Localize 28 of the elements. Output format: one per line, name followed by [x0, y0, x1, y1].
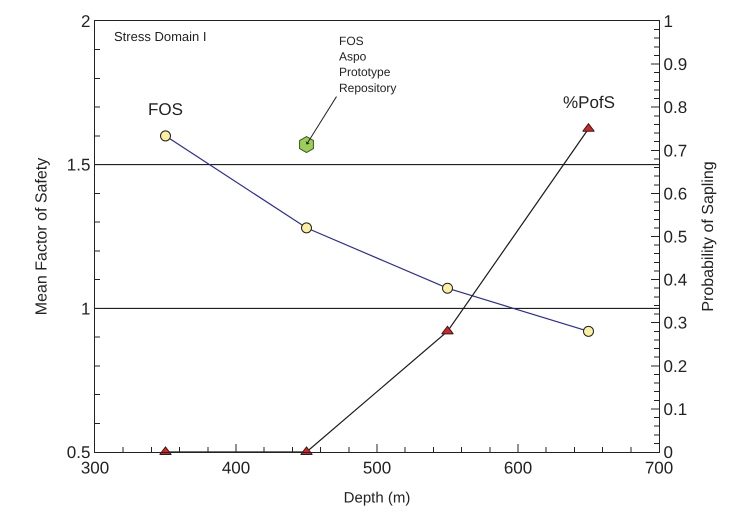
y2-axis-title: Probability of Sapling: [700, 161, 717, 312]
y2-tick-label: 0.5: [664, 227, 688, 246]
y2-tick-label: 0.1: [664, 400, 688, 419]
x-tick-label: 600: [504, 458, 532, 478]
series-label: %PofS: [563, 93, 615, 112]
point: [160, 130, 171, 142]
x-axis-title: Depth (m): [344, 490, 410, 507]
annotation: FOS Aspo Prototype Repository: [339, 34, 396, 95]
series-label: FOS: [148, 100, 183, 119]
x-tick-label: 500: [362, 458, 392, 478]
y2-tick-label: 0.4: [664, 270, 688, 290]
point: [301, 222, 312, 234]
y2-tick-label: 1: [664, 12, 674, 31]
y-axis-title: Mean Factor of Safety: [34, 158, 51, 316]
point: [299, 136, 314, 154]
y2-tick-label: 0.6: [664, 184, 688, 204]
y2-tick-label: 0.9: [664, 55, 688, 74]
y2-tick-label: 0.8: [664, 98, 688, 118]
point: [442, 282, 453, 294]
y2-tick-label: 0.7: [664, 141, 688, 160]
y2-tick-label: 0.2: [664, 356, 688, 376]
point: [583, 326, 594, 337]
y-tick-label: 1: [80, 299, 90, 318]
y-tick-label: 1.5: [66, 156, 90, 175]
text: Stress Domain I: [114, 29, 206, 44]
y2-tick-label: 0.3: [664, 314, 688, 333]
x-tick-label: 400: [222, 458, 250, 478]
y-tick-label: 2: [80, 12, 90, 31]
